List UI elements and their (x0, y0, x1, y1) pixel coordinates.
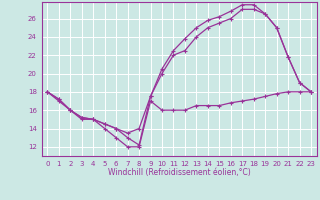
X-axis label: Windchill (Refroidissement éolien,°C): Windchill (Refroidissement éolien,°C) (108, 168, 251, 177)
